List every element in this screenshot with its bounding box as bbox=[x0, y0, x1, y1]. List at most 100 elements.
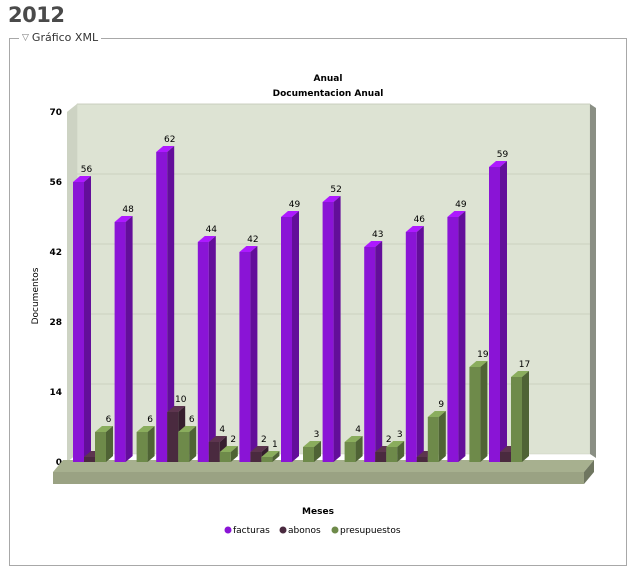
bar-abonos bbox=[416, 457, 428, 462]
bar-top-presupuestos bbox=[303, 441, 321, 447]
bar-top-abonos bbox=[208, 436, 227, 442]
bar-side-presupuestos bbox=[480, 361, 488, 462]
bar-abonos bbox=[375, 452, 387, 462]
chart-title: Anual bbox=[314, 74, 343, 84]
bar-side-facturas bbox=[125, 216, 133, 462]
data-label-presupuestos: 2 bbox=[230, 435, 236, 445]
bar-side-facturas bbox=[292, 211, 299, 462]
data-label-facturas: 44 bbox=[206, 225, 218, 235]
bar-top-presupuestos bbox=[136, 426, 155, 432]
bar-presupuestos bbox=[136, 432, 148, 462]
data-label-abonos: 10 bbox=[175, 395, 187, 405]
bar-facturas bbox=[364, 247, 376, 462]
bar-side-presupuestos bbox=[397, 441, 405, 462]
bar-top-presupuestos bbox=[95, 426, 113, 432]
bar-facturas bbox=[281, 217, 292, 462]
bar-side-facturas bbox=[250, 246, 258, 462]
bar-side-presupuestos bbox=[314, 441, 321, 462]
bar-presupuestos bbox=[178, 432, 190, 462]
bar-facturas bbox=[114, 222, 126, 462]
bar-top-facturas bbox=[364, 241, 383, 247]
data-label-facturas: 59 bbox=[497, 150, 509, 160]
legend-label-facturas: facturas bbox=[233, 526, 270, 536]
legend-marker-facturas bbox=[224, 526, 232, 534]
x-axis-label: Meses bbox=[302, 507, 334, 517]
bar-top-facturas bbox=[405, 226, 424, 232]
y-tick-label: 0 bbox=[56, 458, 62, 468]
data-label-facturas: 56 bbox=[81, 165, 93, 175]
bar-abonos bbox=[500, 452, 511, 462]
bar-side-facturas bbox=[458, 211, 466, 462]
bar-side-facturas bbox=[375, 241, 383, 462]
data-label-abonos: 2 bbox=[386, 435, 392, 445]
bar-top-facturas bbox=[281, 211, 299, 217]
bar-facturas bbox=[405, 232, 417, 462]
legend-label-presupuestos: presupuestos bbox=[340, 526, 401, 536]
bar-top-facturas bbox=[322, 196, 341, 202]
data-label-presupuestos: 3 bbox=[314, 430, 320, 440]
bar-top-presupuestos bbox=[344, 436, 363, 442]
bar-top-presupuestos bbox=[469, 361, 488, 367]
bar-abonos bbox=[84, 457, 95, 462]
bar-side-presupuestos bbox=[438, 411, 446, 462]
y-tick-label: 42 bbox=[49, 248, 62, 258]
data-label-facturas: 43 bbox=[372, 230, 383, 240]
bar-side-presupuestos bbox=[147, 426, 155, 462]
bar-presupuestos bbox=[219, 452, 231, 462]
plot-right-edge bbox=[590, 104, 596, 458]
bar-presupuestos bbox=[303, 447, 314, 462]
bar-side-facturas bbox=[333, 196, 341, 462]
data-label-facturas: 48 bbox=[122, 205, 134, 215]
bar-facturas bbox=[156, 152, 168, 462]
data-label-presupuestos: 1 bbox=[272, 440, 278, 450]
bar-top-facturas bbox=[239, 246, 258, 252]
bar-top-presupuestos bbox=[261, 451, 280, 457]
bar-top-presupuestos bbox=[427, 411, 446, 417]
bar-facturas bbox=[239, 252, 251, 462]
floor-side bbox=[584, 460, 594, 484]
y-tick-label: 70 bbox=[49, 108, 62, 118]
chart-section-toggle[interactable]: ▽ Gráfico XML bbox=[19, 31, 102, 44]
legend-label-abonos: abonos bbox=[288, 526, 321, 536]
data-label-presupuestos: 17 bbox=[519, 360, 530, 370]
bar-top-facturas bbox=[73, 176, 91, 182]
data-label-abonos: 2 bbox=[261, 435, 267, 445]
floor-front bbox=[53, 472, 584, 484]
bar-top-presupuestos bbox=[219, 446, 238, 452]
bar-top-presupuestos bbox=[386, 441, 405, 447]
bar-top-presupuestos bbox=[178, 426, 197, 432]
y-tick-label: 28 bbox=[49, 318, 62, 328]
data-label-facturas: 46 bbox=[414, 215, 426, 225]
y-axis-label: Documentos bbox=[31, 267, 41, 324]
bar-presupuestos bbox=[344, 442, 356, 462]
data-label-facturas: 49 bbox=[289, 200, 301, 210]
data-label-facturas: 52 bbox=[330, 185, 341, 195]
bar-facturas bbox=[447, 217, 459, 462]
bar-presupuestos bbox=[386, 447, 398, 462]
collapse-triangle-icon[interactable]: ▽ bbox=[22, 32, 29, 43]
bar-presupuestos bbox=[261, 457, 273, 462]
chart-fieldset bbox=[9, 38, 627, 566]
section-label: Gráfico XML bbox=[31, 31, 99, 44]
bar-top-facturas bbox=[489, 161, 507, 167]
bar-side-presupuestos bbox=[355, 436, 363, 462]
bar-side-presupuestos bbox=[106, 426, 113, 462]
bar-side-facturas bbox=[500, 161, 507, 462]
bar-side-facturas bbox=[208, 236, 216, 462]
year-heading: 2012 bbox=[8, 3, 65, 27]
bar-abonos bbox=[208, 442, 220, 462]
bar-facturas bbox=[322, 202, 334, 462]
data-label-presupuestos: 6 bbox=[147, 415, 153, 425]
data-label-presupuestos: 6 bbox=[106, 415, 112, 425]
bar-abonos bbox=[167, 412, 179, 462]
data-label-facturas: 62 bbox=[164, 135, 175, 145]
bar-facturas bbox=[73, 182, 84, 462]
bar-facturas bbox=[489, 167, 500, 462]
chart-subtitle: Documentacion Anual bbox=[273, 89, 384, 99]
data-label-presupuestos: 9 bbox=[438, 400, 444, 410]
data-label-presupuestos: 4 bbox=[355, 425, 361, 435]
bar-side-presupuestos bbox=[230, 446, 238, 462]
bar-side-facturas bbox=[416, 226, 424, 462]
bar-presupuestos bbox=[469, 367, 481, 462]
